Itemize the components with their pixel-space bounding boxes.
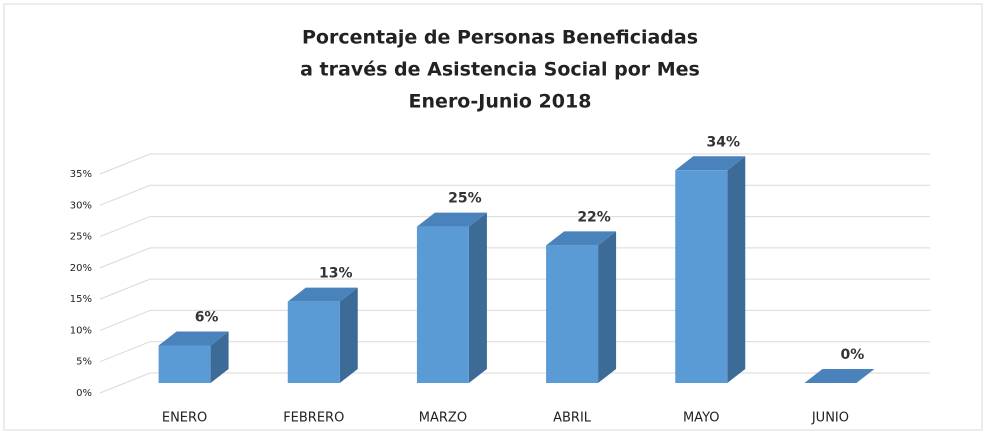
x-tick-label: ENERO xyxy=(162,411,207,426)
chart-title: Porcentaje de Personas Beneficiadas xyxy=(302,27,698,49)
value-label: 13% xyxy=(319,266,353,282)
y-tick-label: 10% xyxy=(70,325,92,336)
grid-line xyxy=(99,278,930,300)
bar-side xyxy=(210,331,229,383)
y-tick-label: 25% xyxy=(70,232,92,243)
x-tick-label: JUNIO xyxy=(811,411,849,426)
bar-side xyxy=(339,287,358,383)
grid-line xyxy=(99,153,930,175)
x-tick-label: ABRIL xyxy=(553,411,592,426)
y-tick-label: 20% xyxy=(70,263,92,274)
value-label: 6% xyxy=(195,309,219,325)
grid-line xyxy=(99,372,930,394)
grid-line xyxy=(99,184,930,206)
x-tick-label: FEBRERO xyxy=(283,411,344,426)
y-tick-label: 35% xyxy=(70,169,92,180)
bar xyxy=(675,170,728,383)
y-tick-label: 5% xyxy=(76,357,92,368)
bar-top xyxy=(804,369,875,383)
value-label: 22% xyxy=(577,209,611,225)
value-label: 0% xyxy=(841,347,865,363)
x-tick-label: MARZO xyxy=(419,411,467,426)
bar xyxy=(416,226,469,383)
y-tick-label: 15% xyxy=(70,294,92,305)
grid-line xyxy=(99,309,930,331)
bar-top xyxy=(546,231,617,246)
bar-top xyxy=(675,156,746,171)
chart-title: a través de Asistencia Social por Mes xyxy=(300,59,700,81)
grid-line xyxy=(99,216,930,238)
value-label: 25% xyxy=(448,191,482,207)
bar-top xyxy=(287,287,358,302)
value-label: 34% xyxy=(706,134,740,150)
y-tick-label: 30% xyxy=(70,200,92,211)
bar xyxy=(546,245,599,383)
chart-title: Enero-Junio 2018 xyxy=(409,91,592,113)
bar-side xyxy=(727,156,746,383)
bar xyxy=(287,301,340,383)
grid-line xyxy=(99,341,930,363)
x-tick-label: MAYO xyxy=(683,411,720,426)
y-tick-label: 0% xyxy=(76,388,92,399)
bar xyxy=(158,345,211,383)
bar-side xyxy=(598,231,617,383)
bar-top xyxy=(416,212,487,227)
bar-side xyxy=(468,212,487,383)
bar-top xyxy=(158,331,229,346)
grid-line xyxy=(99,247,930,269)
